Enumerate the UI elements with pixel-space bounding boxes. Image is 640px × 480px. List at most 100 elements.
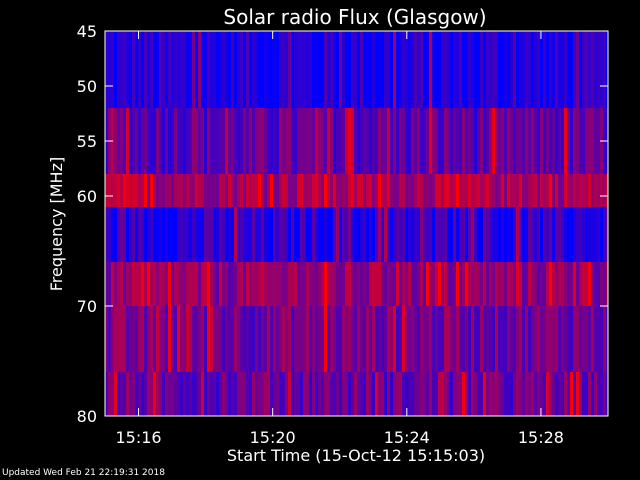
heatmap-cell <box>573 306 576 372</box>
heatmap-cell <box>285 306 288 372</box>
heatmap-cell <box>276 31 279 108</box>
heatmap-cell <box>351 174 354 207</box>
heatmap-cell <box>219 262 222 306</box>
heatmap-cell <box>228 31 231 108</box>
heatmap-cell <box>123 31 126 108</box>
heatmap-cell <box>438 31 441 108</box>
heatmap-cell <box>549 31 552 108</box>
heatmap-cell <box>333 174 336 207</box>
heatmap-cell <box>450 174 453 207</box>
heatmap-cell <box>456 207 459 262</box>
heatmap-cell <box>411 207 414 262</box>
heatmap-cell <box>552 372 555 416</box>
heatmap-cell <box>576 306 579 372</box>
heatmap-cell <box>600 174 603 207</box>
heatmap-cell <box>234 262 237 306</box>
heatmap-cell <box>222 207 225 262</box>
heatmap-cell <box>324 207 327 262</box>
heatmap-cell <box>207 31 210 108</box>
heatmap-cell <box>531 174 534 207</box>
heatmap-cell <box>168 108 171 174</box>
heatmap-cell <box>240 372 243 416</box>
heatmap-cell <box>327 174 330 207</box>
heatmap-cell <box>558 31 561 108</box>
heatmap-cell <box>195 262 198 306</box>
heatmap-cell <box>186 207 189 262</box>
heatmap-cell <box>540 306 543 372</box>
heatmap-cell <box>126 108 129 174</box>
heatmap-cell <box>237 174 240 207</box>
heatmap-cell <box>459 262 462 306</box>
heatmap-cell <box>183 306 186 372</box>
heatmap-cell <box>174 372 177 416</box>
heatmap-cell <box>579 262 582 306</box>
heatmap-cell <box>555 372 558 416</box>
heatmap-cell <box>489 31 492 108</box>
heatmap-cell <box>330 31 333 108</box>
heatmap-cell <box>597 174 600 207</box>
heatmap-cell <box>480 306 483 372</box>
heatmap-cell <box>207 372 210 416</box>
heatmap-cell <box>108 31 111 108</box>
heatmap-cell <box>264 372 267 416</box>
heatmap-cell <box>132 372 135 416</box>
heatmap-cell <box>288 262 291 306</box>
heatmap-cell <box>492 372 495 416</box>
heatmap-cell <box>519 372 522 416</box>
heatmap-cell <box>510 262 513 306</box>
heatmap-cell <box>339 306 342 372</box>
heatmap-cell <box>291 207 294 262</box>
heatmap-cell <box>333 31 336 108</box>
heatmap-cell <box>306 174 309 207</box>
heatmap-cell <box>336 207 339 262</box>
heatmap-cell <box>222 372 225 416</box>
heatmap-cell <box>177 108 180 174</box>
heatmap-cell <box>357 207 360 262</box>
heatmap-cell <box>459 306 462 372</box>
heatmap-cell <box>462 207 465 262</box>
heatmap-cell <box>597 262 600 306</box>
heatmap-cell <box>498 306 501 372</box>
heatmap-cell <box>129 262 132 306</box>
heatmap-cell <box>198 306 201 372</box>
heatmap-cell <box>531 262 534 306</box>
heatmap-cell <box>516 262 519 306</box>
heatmap-cell <box>474 207 477 262</box>
heatmap-cell <box>177 306 180 372</box>
heatmap-cell <box>420 306 423 372</box>
heatmap-cell <box>528 108 531 174</box>
heatmap-cell <box>201 372 204 416</box>
heatmap-cell <box>270 372 273 416</box>
heatmap-cell <box>297 262 300 306</box>
heatmap-cell <box>120 207 123 262</box>
heatmap-cell <box>576 207 579 262</box>
heatmap-cell <box>411 31 414 108</box>
heatmap-cell <box>315 108 318 174</box>
heatmap-cell <box>507 306 510 372</box>
heatmap-cell <box>183 372 186 416</box>
heatmap-cell <box>177 262 180 306</box>
heatmap-cell <box>162 262 165 306</box>
heatmap-cell <box>411 174 414 207</box>
heatmap-cell <box>444 306 447 372</box>
heatmap-cell <box>195 31 198 108</box>
heatmap-cell <box>396 262 399 306</box>
heatmap-cell <box>276 174 279 207</box>
heatmap-cell <box>249 262 252 306</box>
heatmap-cell <box>210 306 213 372</box>
heatmap-cell <box>576 262 579 306</box>
heatmap-cell <box>312 31 315 108</box>
heatmap-cell <box>372 31 375 108</box>
heatmap-cell <box>198 31 201 108</box>
heatmap-cell <box>351 306 354 372</box>
heatmap-cell <box>543 31 546 108</box>
heatmap-cell <box>501 262 504 306</box>
heatmap-cell <box>435 306 438 372</box>
heatmap-cell <box>294 207 297 262</box>
heatmap-cell <box>114 31 117 108</box>
heatmap-cell <box>510 31 513 108</box>
heatmap-cell <box>123 108 126 174</box>
heatmap-cell <box>357 372 360 416</box>
heatmap-cell <box>525 31 528 108</box>
heatmap-cell <box>603 262 606 306</box>
